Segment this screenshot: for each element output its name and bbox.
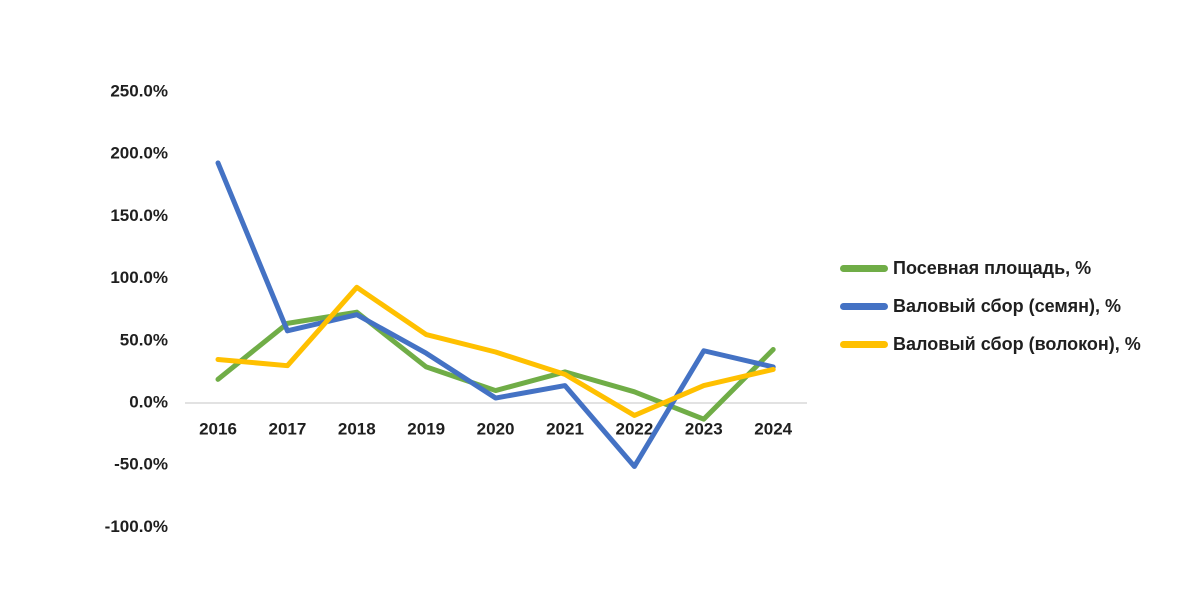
- legend-label: Валовый сбор (семян), %: [893, 296, 1122, 316]
- x-axis-tick-label: 2016: [199, 419, 237, 438]
- y-axis-tick-label: -100.0%: [105, 517, 168, 536]
- x-axis-tick-label: 2021: [546, 419, 584, 438]
- legend-line-swatch: [840, 265, 888, 272]
- legend-item: Валовый сбор (волокон), %: [840, 332, 1141, 357]
- legend-item: Валовый сбор (семян), %: [840, 294, 1141, 319]
- series-line: [215, 160, 776, 469]
- y-axis-tick-label: 200.0%: [110, 144, 168, 163]
- x-axis-tick-label: 2017: [268, 419, 306, 438]
- y-axis-tick-label: -50.0%: [114, 455, 168, 474]
- legend-label: Посевная площадь, %: [893, 258, 1092, 278]
- legend-line-swatch: [840, 341, 888, 348]
- x-axis-tick-label: 2022: [615, 419, 653, 438]
- x-axis-tick-label: 2023: [685, 419, 723, 438]
- y-axis-tick-label: 150.0%: [110, 206, 168, 225]
- y-axis-tick-label: 100.0%: [110, 268, 168, 287]
- x-axis-tick-label: 2018: [338, 419, 376, 438]
- y-axis-tick-label: 0.0%: [129, 392, 168, 411]
- x-axis-tick-label: 2024: [754, 419, 792, 438]
- x-axis-tick-label: 2019: [407, 419, 445, 438]
- y-axis-tick-label: 250.0%: [110, 81, 168, 100]
- x-axis-tick-label: 2020: [477, 419, 515, 438]
- series-line: [215, 309, 776, 422]
- legend-line-swatch: [840, 303, 888, 310]
- y-axis-tick-label: 50.0%: [120, 330, 168, 349]
- legend-item: Посевная площадь, %: [840, 256, 1141, 281]
- legend: Посевная площадь, % Валовый сбор (семян),…: [840, 256, 1141, 357]
- legend-label: Валовый сбор (волокон), %: [893, 334, 1141, 354]
- series-line: [215, 284, 776, 418]
